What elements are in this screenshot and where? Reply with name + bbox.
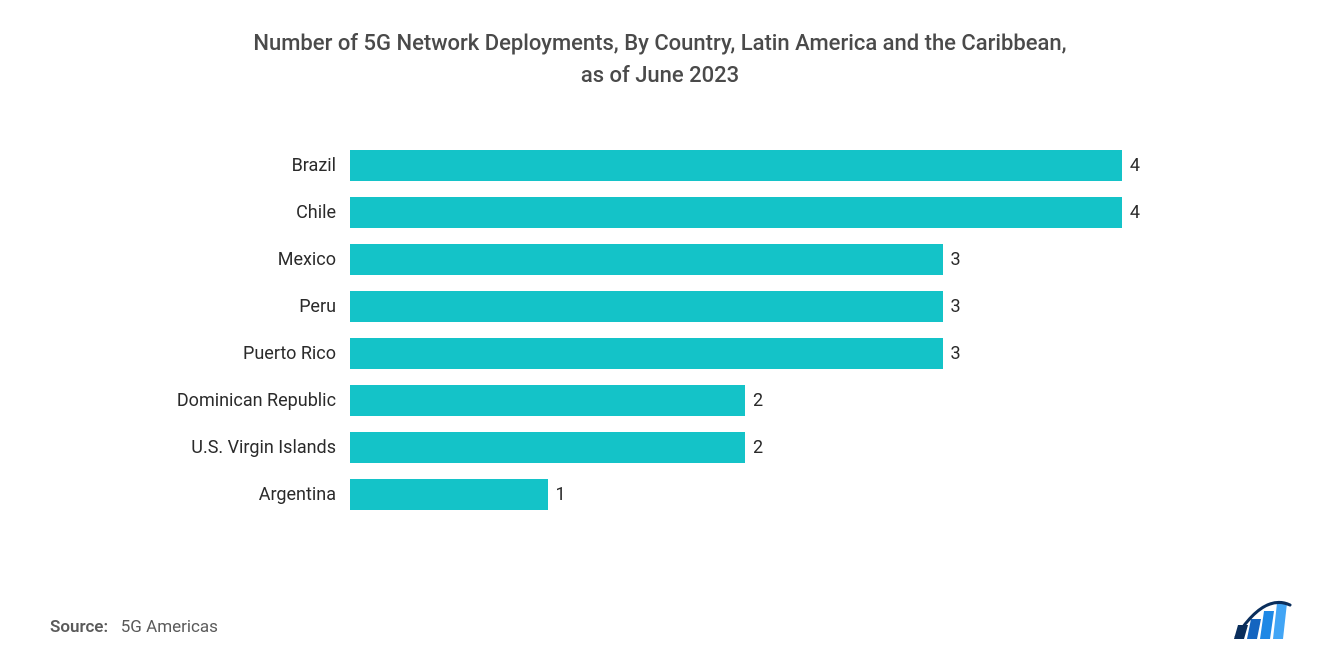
title-line-2: as of June 2023 — [581, 63, 739, 88]
bar-row: Peru3 — [350, 283, 1140, 330]
chart-title: Number of 5G Network Deployments, By Cou… — [0, 0, 1320, 92]
category-label: Puerto Rico — [0, 343, 350, 364]
brand-logo — [1234, 599, 1292, 643]
title-line-1: Number of 5G Network Deployments, By Cou… — [253, 31, 1066, 56]
category-label: U.S. Virgin Islands — [0, 437, 350, 458]
bar-wrap: 3 — [350, 236, 1140, 283]
bar-value: 3 — [951, 249, 961, 270]
bar-row: U.S. Virgin Islands2 — [350, 424, 1140, 471]
bar-value: 3 — [951, 343, 961, 364]
source-label: Source: — [50, 617, 108, 637]
bar — [350, 432, 745, 463]
bar-value: 4 — [1130, 155, 1140, 176]
category-label: Argentina — [0, 484, 350, 505]
category-label: Brazil — [0, 155, 350, 176]
bar-wrap: 4 — [350, 189, 1140, 236]
bar — [350, 385, 745, 416]
bar-row: Mexico3 — [350, 236, 1140, 283]
source-value — [112, 617, 120, 637]
bar-value: 2 — [753, 437, 763, 458]
bar — [350, 291, 943, 322]
bar-row: Dominican Republic2 — [350, 377, 1140, 424]
bar-wrap: 2 — [350, 424, 1140, 471]
bar-wrap: 4 — [350, 142, 1140, 189]
bar — [350, 150, 1122, 181]
bar-row: Brazil4 — [350, 142, 1140, 189]
bar-wrap: 2 — [350, 377, 1140, 424]
bar — [350, 244, 943, 275]
bar-value: 2 — [753, 390, 763, 411]
bar-value: 1 — [556, 484, 566, 505]
bar-wrap: 3 — [350, 330, 1140, 377]
source-footer: Source: 5G Americas — [50, 617, 218, 637]
bar-wrap: 1 — [350, 471, 1140, 518]
source-text: 5G Americas — [121, 617, 218, 637]
bar-row: Argentina1 — [350, 471, 1140, 518]
category-label: Dominican Republic — [0, 390, 350, 411]
bar-wrap: 3 — [350, 283, 1140, 330]
category-label: Mexico — [0, 249, 350, 270]
bar-row: Chile4 — [350, 189, 1140, 236]
category-label: Peru — [0, 296, 350, 317]
bar — [350, 479, 548, 510]
category-label: Chile — [0, 202, 350, 223]
bar-value: 3 — [951, 296, 961, 317]
bar — [350, 197, 1122, 228]
bar-chart: Brazil4Chile4Mexico3Peru3Puerto Rico3Dom… — [0, 142, 1140, 518]
bar-row: Puerto Rico3 — [350, 330, 1140, 377]
bar-value: 4 — [1130, 202, 1140, 223]
bar — [350, 338, 943, 369]
